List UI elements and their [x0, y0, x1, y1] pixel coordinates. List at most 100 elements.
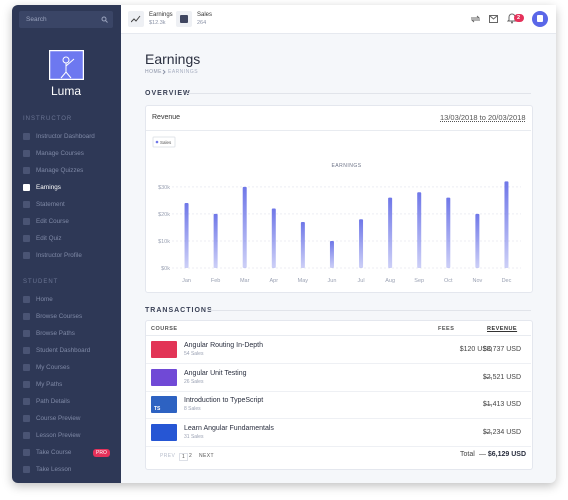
row-line: [146, 445, 531, 447]
course-sales: 31 Sales: [184, 433, 204, 440]
course-thumb: [151, 341, 177, 358]
bar: [242, 186, 247, 268]
fees: —: [485, 401, 492, 408]
menu-item[interactable]: Path Details: [36, 398, 70, 405]
menu-icon: [23, 218, 30, 225]
menu-item[interactable]: Take Lesson: [36, 466, 72, 473]
x-tick-label: Dec: [502, 278, 512, 284]
sales-glyph: [180, 15, 188, 23]
course-title[interactable]: Angular Routing In-Depth: [184, 342, 263, 349]
menu-item[interactable]: Instructor Dashboard: [36, 133, 95, 140]
course-sales: 26 Sales: [184, 378, 204, 385]
bar: [446, 197, 451, 268]
x-tick-label: Jan: [182, 278, 191, 284]
menu-icon: [23, 167, 30, 174]
y-tick-label: $0k: [161, 266, 170, 272]
course-title[interactable]: Introduction to TypeScript: [184, 397, 264, 404]
menu-item[interactable]: Home: [36, 296, 53, 303]
menu-item[interactable]: Earnings: [36, 184, 61, 191]
menu-icon: [23, 364, 30, 371]
header-line: [146, 335, 531, 336]
total: $6,129 USD: [487, 451, 526, 458]
menu-icon: [23, 432, 30, 439]
date-range[interactable]: 13/03/2018 to 20/03/2018: [440, 113, 526, 122]
x-tick-label: Feb: [211, 278, 220, 284]
breadcrumb-chevron: [162, 69, 166, 75]
bar: [300, 222, 305, 268]
menu-icon: [23, 150, 30, 157]
revenue: $1,413 USD: [482, 401, 521, 408]
pagination[interactable]: NEXT: [199, 453, 214, 459]
swap-icon[interactable]: [471, 15, 480, 23]
menu-item[interactable]: Manage Courses: [36, 150, 84, 157]
menu-item[interactable]: My Courses: [36, 364, 70, 371]
menu-item[interactable]: My Paths: [36, 381, 63, 388]
course-thumb: [151, 396, 177, 413]
menu-icon: [23, 347, 30, 354]
menu-item[interactable]: Browse Courses: [36, 313, 83, 320]
menu-icon: [23, 415, 30, 422]
topbar: [121, 5, 556, 34]
menu-item[interactable]: Manage Quizzes: [36, 167, 84, 174]
column-header[interactable]: COURSE: [151, 326, 178, 332]
x-tick-label: Jul: [358, 278, 365, 284]
notification-badge: [514, 14, 524, 22]
menu-item[interactable]: Take Course: [36, 449, 72, 456]
total-dash: —: [479, 451, 486, 458]
earnings-icon: [128, 11, 144, 27]
section-title: INSTRUCTOR: [23, 116, 73, 122]
menu-icon: [23, 184, 30, 191]
search-box[interactable]: [19, 11, 113, 28]
revenue: $2,521 USD: [482, 373, 521, 381]
fees: —: [485, 373, 492, 381]
thumb-text: TS: [154, 406, 161, 412]
mail-icon[interactable]: [489, 15, 498, 23]
chart-title: EARNINGS: [331, 163, 361, 169]
menu-item[interactable]: Edit Course: [36, 218, 69, 225]
total-label: Total: [460, 451, 475, 458]
menu-item[interactable]: Instructor Profile: [36, 252, 82, 259]
legend-swatch: [155, 140, 159, 144]
menu-icon: [23, 235, 30, 242]
course-title[interactable]: Angular Unit Testing: [184, 369, 247, 377]
fees: —: [485, 428, 492, 436]
divider: [207, 310, 531, 311]
bar: [329, 240, 334, 268]
menu-item[interactable]: Statement: [36, 201, 65, 208]
menu-item[interactable]: Browse Paths: [36, 330, 75, 337]
menu-item[interactable]: Course Preview: [36, 415, 81, 422]
menu-item[interactable]: Edit Quiz: [36, 235, 62, 242]
bar: [388, 197, 393, 268]
notification-count: 2: [517, 15, 521, 21]
menu-icon: [23, 252, 30, 259]
pagination[interactable]: PREV: [160, 453, 176, 459]
column-header[interactable]: REVENUE: [487, 326, 518, 332]
column-header[interactable]: FEES: [438, 326, 455, 332]
pagination[interactable]: 1: [179, 453, 189, 461]
divider: [187, 93, 531, 94]
y-tick-label: $30k: [158, 185, 170, 191]
transactions-table: [145, 320, 533, 470]
menu-item[interactable]: Student Dashboard: [36, 347, 91, 354]
avatar-glyph: [537, 15, 543, 22]
menu-icon: [23, 201, 30, 208]
sidebar: [12, 5, 121, 483]
trend-icon: [131, 15, 141, 23]
course-thumb: [151, 368, 177, 386]
x-tick-label: Sep: [414, 278, 424, 284]
brand-name: Luma: [51, 84, 82, 98]
bar: [359, 219, 364, 268]
pagination[interactable]: 2: [189, 453, 193, 459]
course-sales: 8 Sales: [184, 406, 201, 412]
x-tick-label: Jun: [328, 278, 337, 284]
row-line: [146, 363, 531, 364]
breadcrumb: EARNINGS: [168, 69, 199, 75]
course-title[interactable]: Learn Angular Fundamentals: [184, 424, 274, 432]
x-tick-label: Nov: [472, 278, 482, 284]
breadcrumb[interactable]: HOME: [145, 69, 162, 75]
menu-item[interactable]: Lesson Preview: [36, 432, 81, 439]
x-tick-label: Apr: [270, 278, 279, 284]
bar: [271, 208, 276, 268]
bar: [184, 203, 189, 268]
search-icon: [101, 16, 108, 23]
